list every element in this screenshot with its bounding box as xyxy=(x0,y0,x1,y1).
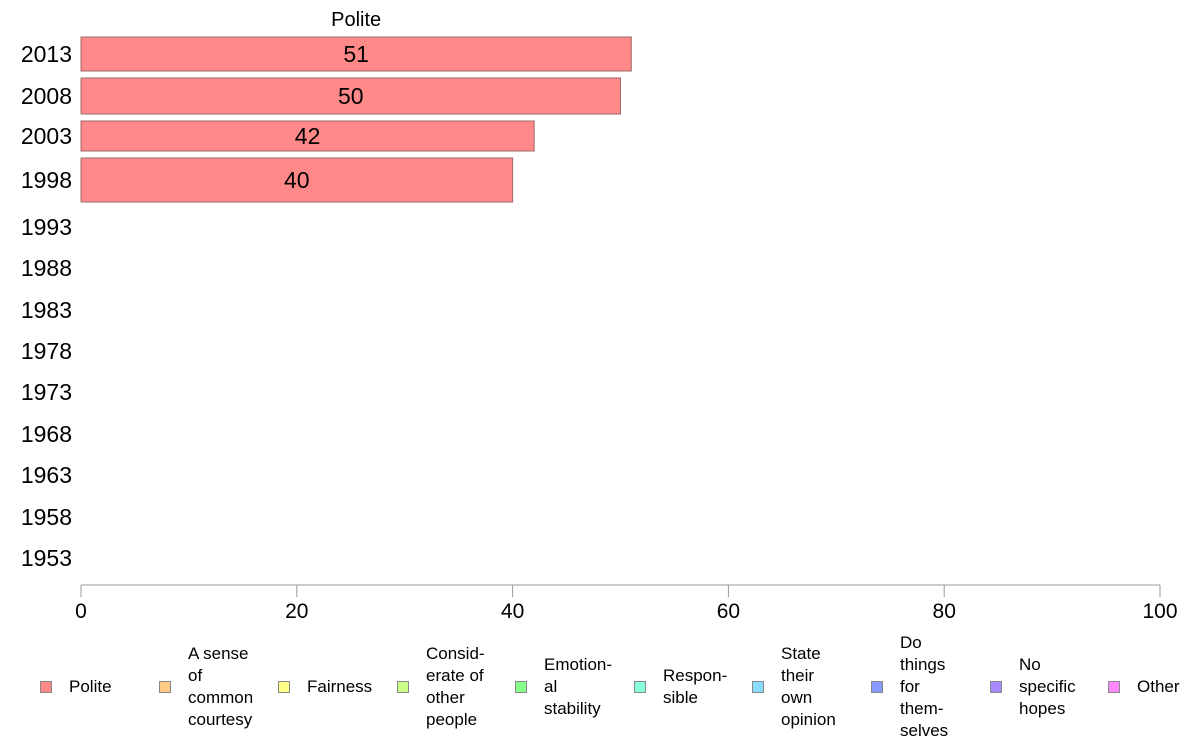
legend-label: No specific hopes xyxy=(1019,655,1076,718)
legend-item: A sense of common courtesy xyxy=(159,643,253,731)
legend-item: No specific hopes xyxy=(990,654,1076,720)
y-tick-label: 1998 xyxy=(21,167,72,193)
legend: Polite A sense of common courtesy Fairness… xyxy=(0,633,1188,740)
legend-swatch xyxy=(752,681,764,693)
y-tick-label: 2008 xyxy=(21,83,72,109)
bar-value-label: 40 xyxy=(284,167,310,193)
legend-swatch xyxy=(1108,681,1120,693)
x-tick-label: 80 xyxy=(933,600,956,623)
x-tick-label: 60 xyxy=(717,600,740,623)
chart-svg: Polite 2013 2008 2003 1998 1993 1988 1983 1978 19… xyxy=(21,9,1178,623)
y-tick-label: 1963 xyxy=(21,462,72,488)
bar xyxy=(80,120,535,152)
legend-swatch xyxy=(159,681,171,693)
legend-item: Polite xyxy=(40,676,112,698)
legend-item: State their own opinion xyxy=(752,643,836,731)
legend-item: Emotion- al stability xyxy=(515,654,612,720)
y-tick-label: 1968 xyxy=(21,421,72,447)
legend-label: Fairness xyxy=(307,677,373,696)
legend-swatch xyxy=(990,681,1002,693)
x-tick-label: 20 xyxy=(285,600,308,623)
y-tick-label: 1978 xyxy=(21,338,72,364)
bar xyxy=(80,36,632,72)
legend-swatch xyxy=(871,681,883,693)
legend-item: Other xyxy=(1108,676,1180,698)
legend-label: Polite xyxy=(69,677,112,696)
y-tick-label: 1953 xyxy=(21,545,72,571)
legend-swatch xyxy=(515,681,527,693)
legend-label: A sense of common courtesy xyxy=(188,644,254,729)
legend-label: Consid- erate of other people xyxy=(426,644,485,729)
y-tick-label: 1988 xyxy=(21,255,72,281)
y-tick-label: 1973 xyxy=(21,379,72,405)
legend-label: State their own opinion xyxy=(781,644,836,729)
legend-item: Do things for them- selves xyxy=(871,632,948,742)
bar xyxy=(80,157,514,203)
x-tick-label: 100 xyxy=(1142,600,1177,623)
legend-item: Consid- erate of other people xyxy=(397,643,485,731)
legend-swatch xyxy=(40,681,52,693)
bar-value-label: 51 xyxy=(343,41,369,67)
y-tick-label: 2013 xyxy=(21,41,72,67)
legend-label: Emotion- al stability xyxy=(544,655,613,718)
legend-swatch xyxy=(278,681,290,693)
legend-label: Other xyxy=(1137,677,1180,696)
legend-item: Respon- sible xyxy=(634,665,727,709)
legend-swatch xyxy=(397,681,409,693)
y-tick-label: 2003 xyxy=(21,123,72,149)
bar-value-label: 50 xyxy=(338,83,364,109)
bar-value-label: 42 xyxy=(295,123,321,149)
legend-label: Do things for them- selves xyxy=(900,633,949,740)
y-tick-label: 1958 xyxy=(21,504,72,530)
x-tick-label: 40 xyxy=(501,600,524,623)
y-tick-label: 1993 xyxy=(21,214,72,240)
bar xyxy=(80,77,621,115)
legend-item: Fairness xyxy=(278,676,372,698)
legend-label: Respon- sible xyxy=(663,666,728,707)
legend-swatch xyxy=(634,681,646,693)
chart-title: Polite xyxy=(331,9,381,31)
x-tick-label: 0 xyxy=(75,600,87,623)
y-tick-label: 1983 xyxy=(21,297,72,323)
